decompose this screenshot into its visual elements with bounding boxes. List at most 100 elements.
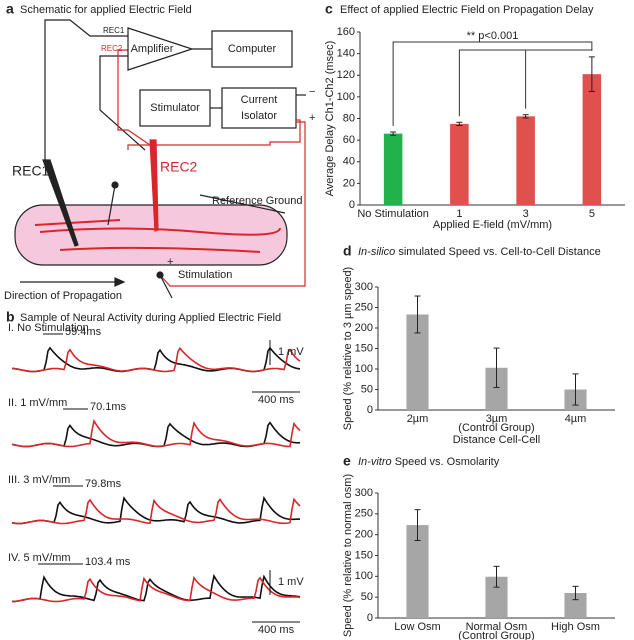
computer-box [211, 30, 293, 68]
bar [564, 593, 587, 618]
bar [516, 116, 535, 205]
y-tick-label: 80 [343, 112, 355, 124]
title-text: simulated Speed vs. Cell-to-Cell Distanc… [398, 246, 600, 258]
panel-title: Sample of Neural Activity during Applied… [20, 312, 281, 324]
delay-label: 70.1ms [90, 401, 127, 413]
probe [107, 184, 116, 226]
x-tick-label: 4µm [565, 413, 587, 425]
y-tick-label: 120 [337, 69, 355, 81]
rec1-electrode [42, 159, 79, 247]
wire [44, 19, 128, 160]
y-tick-label: 100 [355, 363, 373, 375]
y-tick-label: 0 [367, 404, 373, 416]
panel-letter: c [325, 1, 333, 17]
neurite [34, 219, 281, 253]
label: Stimulator [150, 102, 200, 114]
x-axis-label: Applied E-field (mV/mm) [433, 219, 552, 231]
wire [99, 55, 146, 151]
y-tick-label: 100 [337, 91, 355, 103]
wire [159, 121, 306, 287]
panel-letter: b [6, 309, 15, 325]
panel-letter: e [343, 453, 351, 469]
delay-label: 103.4 ms [85, 556, 131, 568]
bar [582, 74, 602, 205]
trace-label: III. 3 mV/mm [8, 474, 70, 486]
wire [127, 119, 301, 150]
title-italic: In-silico [358, 246, 395, 258]
sign: − [309, 86, 315, 98]
label: REC1 [103, 26, 125, 35]
y-tick-label: 140 [337, 48, 355, 60]
trace-black [11, 421, 301, 448]
y-tick-label: 60 [343, 134, 355, 146]
error-bar [493, 347, 500, 388]
panel-title: Effect of applied Electric Field on Prop… [340, 4, 594, 16]
error-bar [390, 131, 397, 136]
trace-red [11, 497, 301, 525]
bar [485, 367, 508, 410]
y-tick-label: 50 [361, 591, 373, 603]
y-tick-label: 50 [361, 383, 373, 395]
ground-wire [199, 194, 286, 214]
x-tick-note: (Control Group) [458, 630, 534, 640]
x-axis-label: Distance Cell-Cell [453, 434, 540, 446]
label: REC2 [101, 44, 123, 53]
x-tick-label: 5 [589, 208, 595, 220]
x-tick-label: No Stimulation [357, 208, 429, 220]
error-bar [572, 373, 579, 406]
y-tick-label: 40 [343, 156, 355, 168]
significance-bracket [392, 41, 593, 127]
error-bar [588, 56, 595, 92]
y-tick-label: 0 [349, 199, 355, 211]
x-tick-label: 2µm [407, 413, 429, 425]
trace-red [11, 418, 301, 448]
title-italic: In-vitro [358, 456, 392, 468]
y-tick-label: 0 [367, 612, 373, 624]
panel-letter: d [343, 243, 352, 259]
label: REC1 [12, 163, 50, 179]
amplifier-shape [127, 27, 194, 71]
trace-label: I. No Stimulation [8, 322, 89, 334]
y-tick-label: 100 [355, 570, 373, 582]
scale-label: 1 mV [278, 346, 304, 358]
y-tick-label: 300 [355, 281, 373, 293]
scale-label: 400 ms [258, 624, 295, 636]
x-tick-label: 3 [523, 208, 529, 220]
label: Stimulation [178, 269, 232, 281]
error-bar [522, 114, 529, 119]
panel-title: In-vitro Speed vs. Osmolarity [358, 456, 500, 468]
y-tick-label: 250 [355, 508, 373, 520]
probe-tip [111, 181, 119, 189]
wire [117, 49, 151, 146]
y-axis-label: Speed (% relative to normal osm) [342, 474, 354, 637]
x-tick-note: (Control Group) [458, 422, 534, 434]
y-tick-label: 200 [355, 529, 373, 541]
arrow-head [114, 277, 126, 287]
scale-label: 400 ms [258, 394, 295, 406]
x-tick-label: 1 [456, 208, 462, 220]
title-text: Speed vs. Osmolarity [395, 456, 500, 468]
bar [406, 525, 429, 618]
stim-electrode [159, 274, 173, 299]
error-bar [572, 585, 579, 601]
error-bar [493, 565, 500, 588]
panel-a [14, 19, 306, 299]
y-axis-label: Average Delay Ch1-Ch2 (msec) [324, 41, 336, 197]
label: Direction of Propagation [4, 290, 122, 302]
y-tick-label: 150 [355, 342, 373, 354]
bar [450, 123, 469, 205]
trace-red [11, 346, 301, 373]
bar [485, 576, 508, 618]
x-tick-label: High Osm [551, 621, 600, 633]
sign: + [309, 112, 315, 124]
x-tick-label: Low Osm [394, 621, 440, 633]
error-bar [456, 121, 463, 127]
y-tick-label: 250 [355, 301, 373, 313]
label: Isolator [241, 110, 277, 122]
label: Current [241, 94, 278, 106]
stim-tip [156, 271, 164, 279]
bar [406, 314, 429, 410]
label: Reference Ground [212, 195, 303, 207]
